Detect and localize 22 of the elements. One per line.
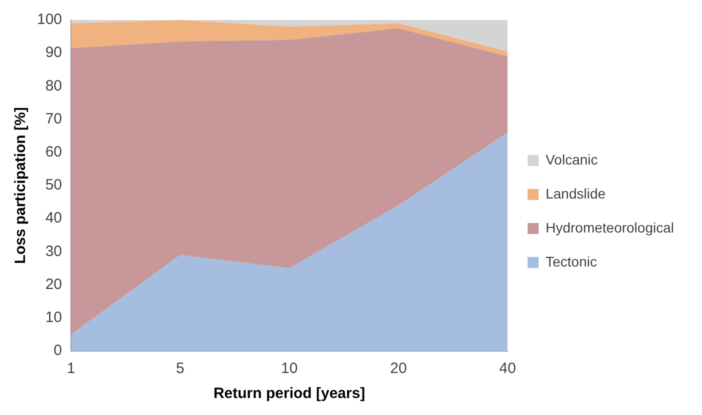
y-tick-label: 90 [45, 44, 62, 62]
x-axis-title: Return period [years] [213, 385, 366, 402]
y-tick-label: 20 [45, 276, 62, 293]
x-tick-label: 5 [176, 360, 184, 378]
x-tick-label: 10 [280, 360, 298, 378]
x-tick-label: 40 [499, 360, 516, 378]
y-axis-title: Loss participation [%] [12, 107, 30, 264]
y-tick-label: 80 [45, 77, 62, 94]
legend-label: Tectonic [546, 253, 597, 270]
y-tick-label: 50 [45, 176, 62, 194]
y-tick-label: 40 [45, 210, 62, 227]
legend-label: Hydrometeorological [546, 219, 674, 236]
y-tick-label: 30 [45, 242, 62, 260]
y-tick-label: 100 [36, 11, 62, 28]
x-tick-label: 20 [390, 360, 407, 378]
y-tick-label: 10 [45, 309, 62, 326]
x-tick-label: 1 [66, 360, 76, 378]
legend-label: Landslide [546, 185, 606, 202]
y-tick-label: 60 [45, 144, 62, 161]
y-tick-label: 0 [54, 342, 62, 360]
legend-label: Volcanic [546, 151, 598, 168]
y-tick-label: 70 [45, 110, 62, 128]
